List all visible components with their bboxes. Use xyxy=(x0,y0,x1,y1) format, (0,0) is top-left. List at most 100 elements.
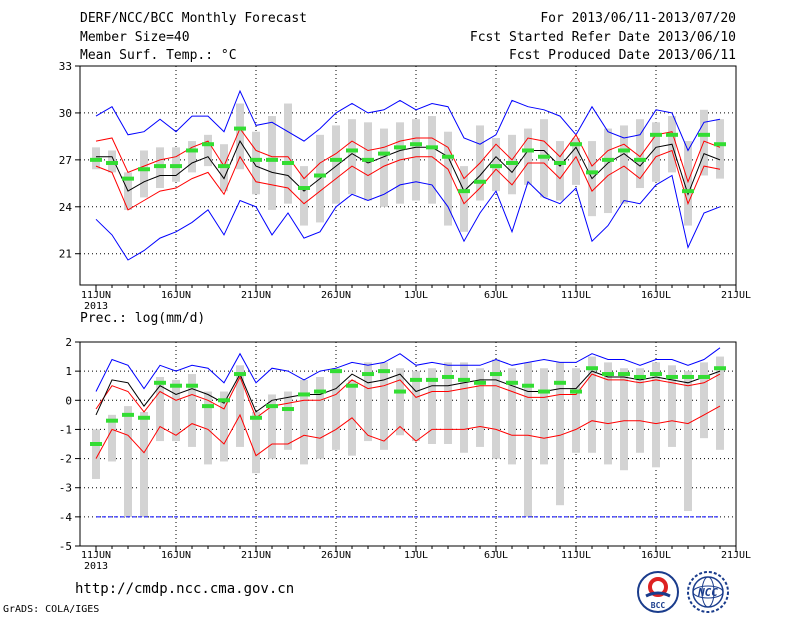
temp-series-upper xyxy=(95,127,721,184)
prec-member-range-bar xyxy=(572,368,580,453)
prec-ytick-label: 1 xyxy=(65,365,72,378)
prec-member-range-bar xyxy=(684,371,692,512)
prec-xtick-label: 11JUN xyxy=(81,550,111,561)
variable-label: Mean Surf. Temp.: °C xyxy=(80,48,237,63)
prec-ytick-label: -4 xyxy=(59,511,73,524)
temp-xtick-label: 16JUN xyxy=(161,290,191,301)
forecast-started-date: Fcst Started Refer Date 2013/06/10 xyxy=(469,30,736,45)
prec-member-range-bar xyxy=(492,359,500,459)
temp-member-range-bar xyxy=(524,128,532,185)
prec-member-range-bar xyxy=(428,368,436,444)
temp-member-range-bar xyxy=(252,131,260,195)
prec-member-range-bar xyxy=(444,362,452,444)
temp-member-range-bar xyxy=(204,134,212,167)
temp-member-range-bar xyxy=(380,128,388,207)
prec-ytick-label: -3 xyxy=(59,482,72,495)
prec-member-range-bar xyxy=(236,365,244,447)
prec-series-lower xyxy=(95,405,721,459)
prec-member-range-bar xyxy=(588,356,596,453)
bcc-logo-text: BCC xyxy=(651,601,666,610)
prec-plot-frame xyxy=(79,341,737,547)
temp-xtick-label: 21JUL xyxy=(721,290,751,301)
prec-member-range-bar xyxy=(556,362,564,506)
prec-member-range-bar xyxy=(508,368,516,465)
temp-xtick-year: 2013 xyxy=(84,301,108,312)
prec-xtick-year: 2013 xyxy=(84,561,108,572)
prec-ytick-label: -5 xyxy=(59,540,72,553)
prec-xtick-label: 1JUL xyxy=(404,550,428,561)
temp-member-range-bar xyxy=(140,150,148,198)
temp-series-max xyxy=(95,89,721,152)
url-label[interactable]: http://cmdp.ncc.cma.gov.cn xyxy=(75,581,295,597)
forecast-period: For 2013/06/11-2013/07/20 xyxy=(540,11,736,26)
prec-member-range-bar xyxy=(300,379,308,465)
prec-member-range-bar xyxy=(716,356,724,450)
prec-member-range-bar xyxy=(316,376,324,459)
temp-ytick-label: 21 xyxy=(59,248,72,261)
temp-member-range-bar xyxy=(300,166,308,226)
prec-series-upper xyxy=(95,373,721,419)
temp-member-range-bar xyxy=(716,119,724,179)
prec-member-range-bar xyxy=(220,391,228,462)
temp-member-range-bar xyxy=(636,119,644,189)
temp-member-range-bar xyxy=(444,131,452,226)
temp-member-range-bar xyxy=(572,137,580,185)
prec-member-range-bar xyxy=(284,391,292,450)
temp-plot-frame xyxy=(79,65,737,286)
prec-xtick-label: 11JUL xyxy=(561,550,591,561)
prec-member-range-bar xyxy=(412,371,420,442)
temp-member-range-bar xyxy=(396,122,404,204)
prec-xtick-label: 6JUL xyxy=(484,550,508,561)
temp-ytick-label: 33 xyxy=(59,60,72,73)
prec-member-range-bar xyxy=(124,406,132,517)
prec-member-range-bar xyxy=(156,376,164,442)
temp-xtick-label: 26JUN xyxy=(321,290,351,301)
temp-xtick-label: 21JUN xyxy=(241,290,271,301)
prec-member-range-bar xyxy=(268,394,276,459)
temp-member-range-bar xyxy=(700,109,708,176)
member-size-label: Member Size=40 xyxy=(80,30,190,45)
temp-member-range-bar xyxy=(236,103,244,170)
temp-member-range-bar xyxy=(620,125,628,204)
prec-member-range-bar xyxy=(380,362,388,450)
prec-panel-title: Prec.: log(mm/d) xyxy=(80,311,205,326)
prec-ytick-label: -1 xyxy=(59,423,72,436)
prec-member-range-bar xyxy=(204,391,212,465)
prec-member-range-bar xyxy=(620,368,628,471)
prec-member-range-bar xyxy=(476,368,484,447)
prec-member-range-bar xyxy=(92,429,100,479)
temp-member-range-bar xyxy=(684,141,692,226)
temp-member-range-bar xyxy=(460,166,468,232)
prec-member-range-bar xyxy=(636,368,644,453)
temp-ytick-label: 24 xyxy=(59,201,73,214)
temp-ytick-label: 30 xyxy=(59,107,72,120)
prec-xtick-label: 16JUN xyxy=(161,550,191,561)
prec-series-mean xyxy=(95,370,721,416)
prec-member-range-bar xyxy=(396,368,404,436)
temp-member-range-bar xyxy=(332,125,340,204)
prec-member-range-bar xyxy=(460,362,468,453)
temp-ytick-label: 27 xyxy=(59,154,72,167)
temp-series-min xyxy=(95,174,721,261)
prec-member-range-bar xyxy=(252,411,260,474)
prec-member-range-bar xyxy=(700,362,708,439)
temp-series-lower xyxy=(95,149,721,211)
temp-member-range-bar xyxy=(412,119,420,201)
prec-member-range-bar xyxy=(332,368,340,450)
prec-xtick-label: 21JUL xyxy=(721,550,751,561)
temp-member-range-bar xyxy=(188,141,196,173)
prec-member-range-bar xyxy=(668,365,676,447)
prec-member-range-bar xyxy=(108,414,116,462)
ncc-logo: NCC xyxy=(687,571,729,613)
temp-member-range-bar xyxy=(428,116,436,204)
temp-member-range-bar xyxy=(268,116,276,210)
temp-member-range-bar xyxy=(604,128,612,214)
prec-xtick-label: 16JUL xyxy=(641,550,671,561)
temp-xtick-label: 11JUN xyxy=(81,290,111,301)
prec-member-range-bar xyxy=(172,379,180,442)
chart-title: DERF/NCC/BCC Monthly Forecast xyxy=(80,11,307,26)
prec-ytick-label: -2 xyxy=(59,453,72,466)
prec-series-max xyxy=(95,347,721,392)
temp-xtick-label: 6JUL xyxy=(484,290,508,301)
